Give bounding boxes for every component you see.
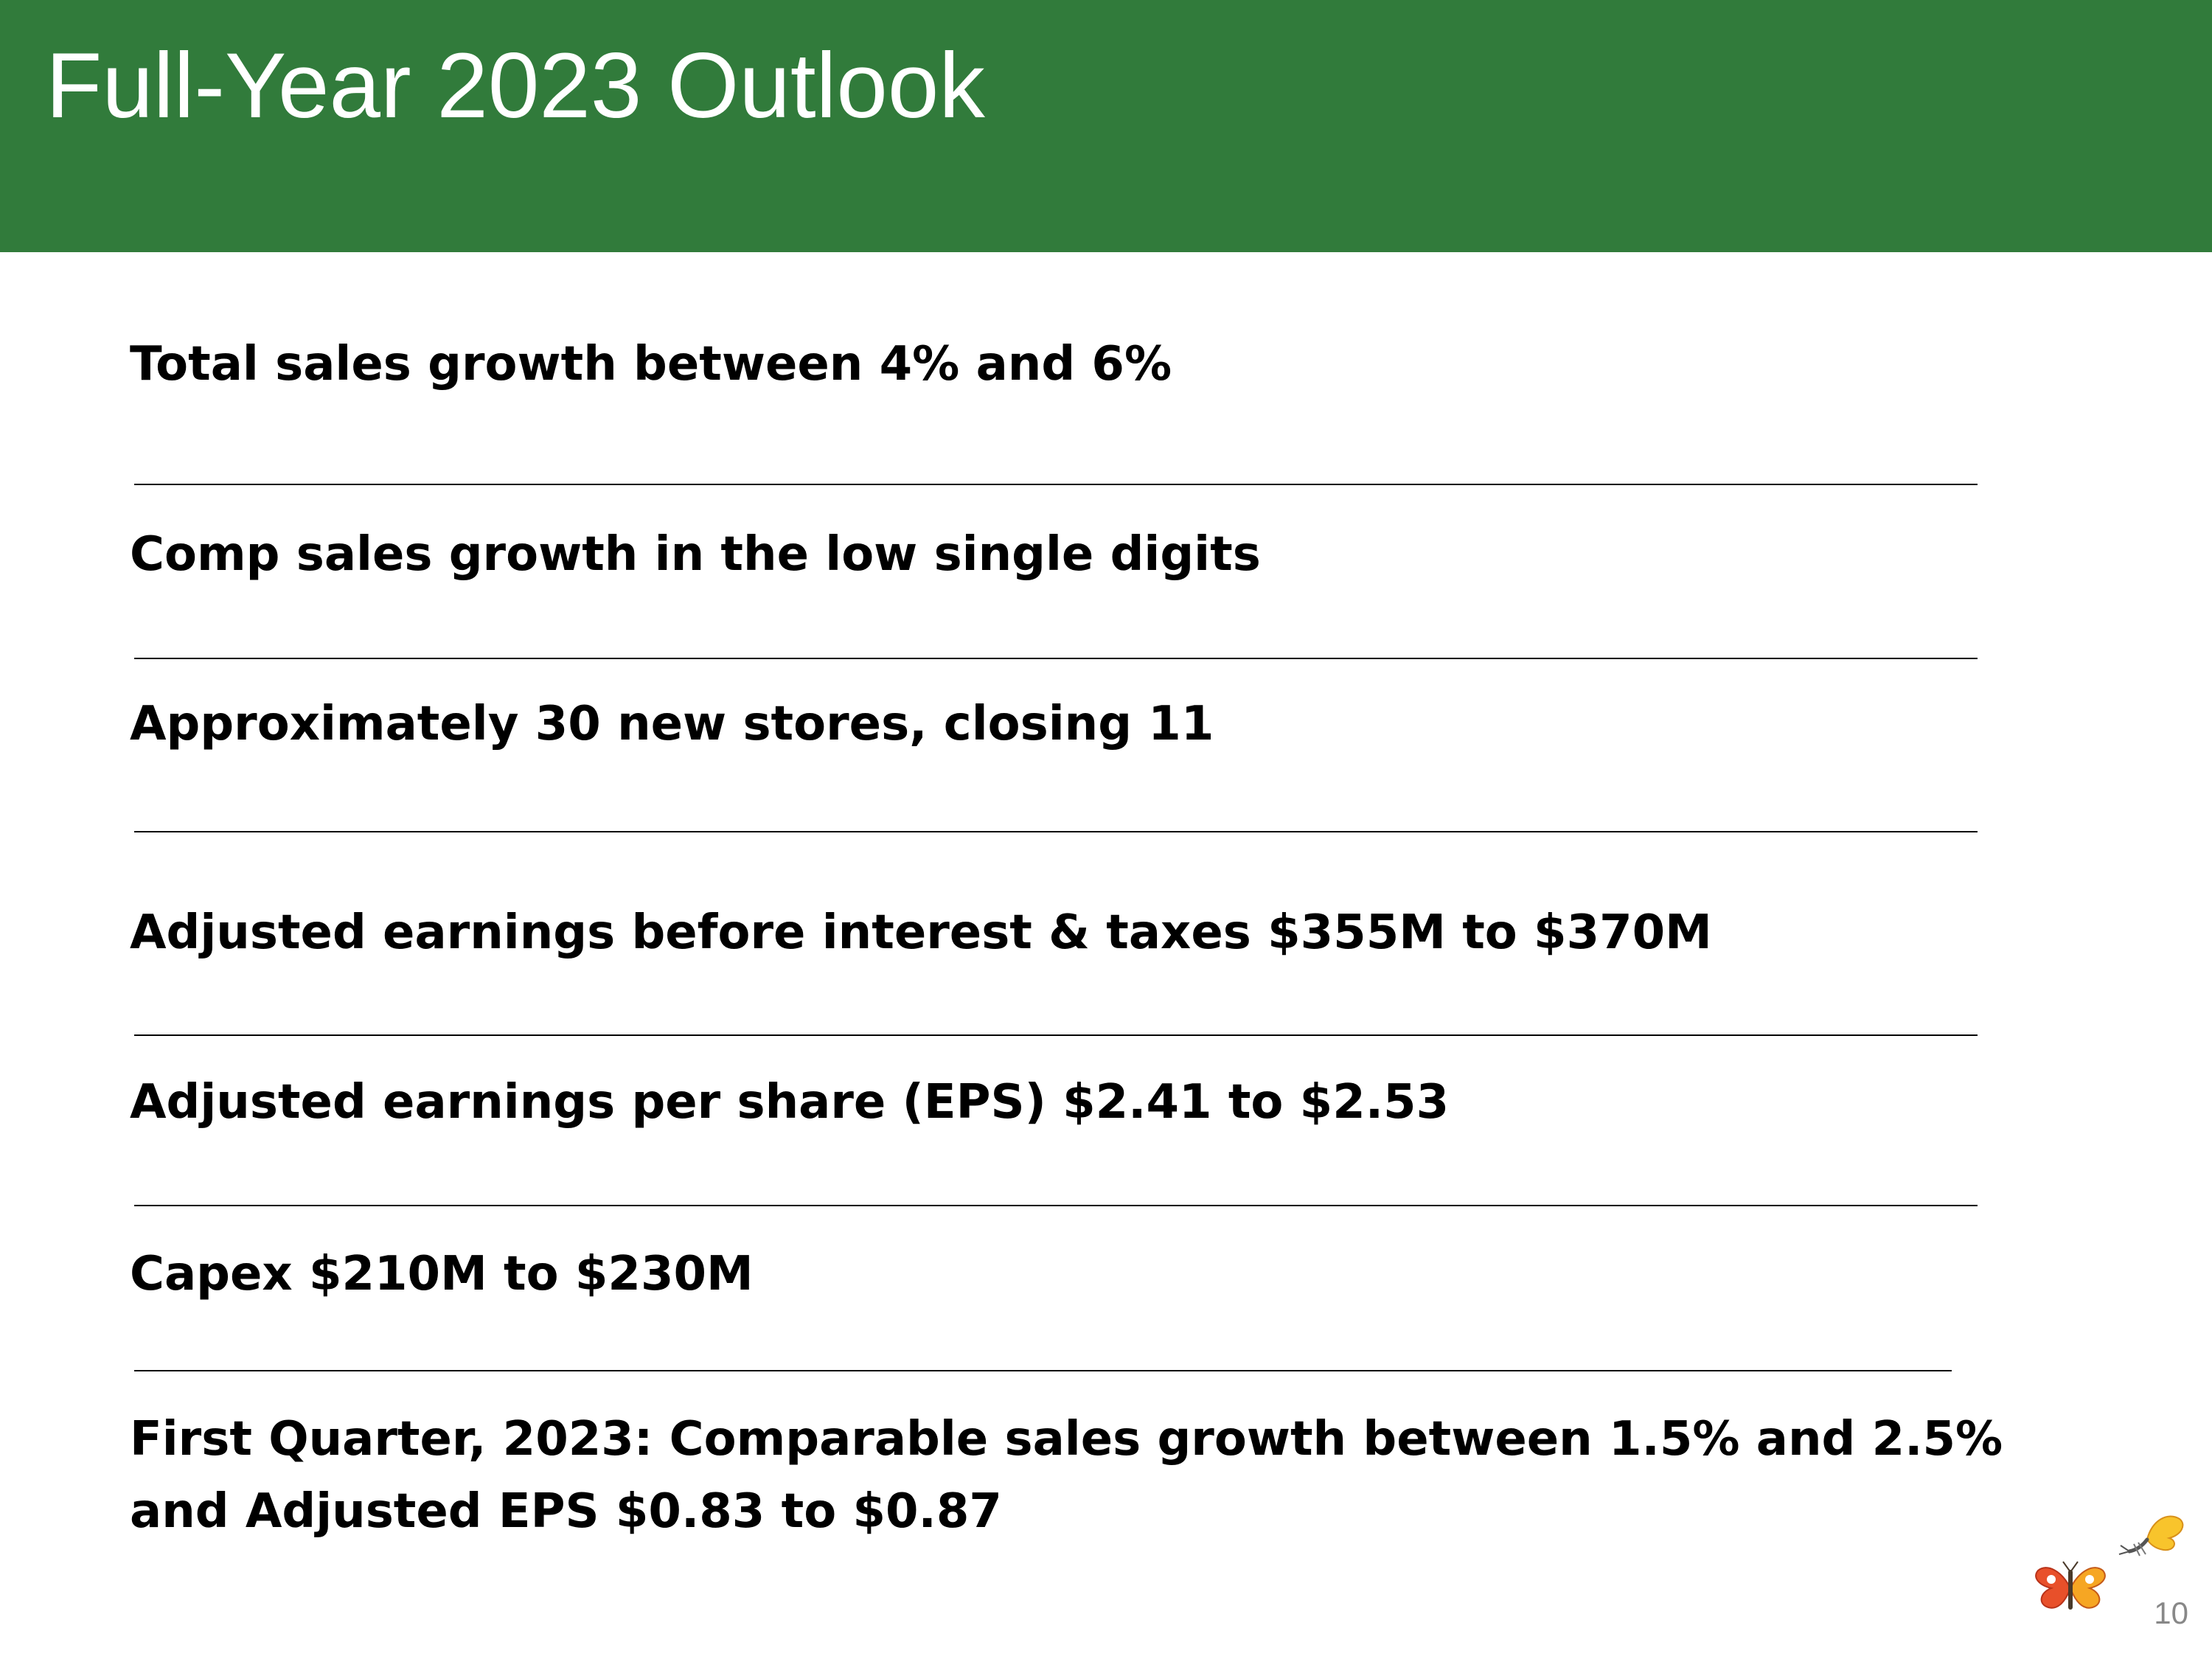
butterfly-yellow-icon [2118,1515,2184,1557]
page-title: Full-Year 2023 Outlook [46,35,985,137]
outlook-item-total-sales: Total sales growth between 4% and 6% [130,337,1172,392]
outlook-item-stores: Approximately 30 new stores, closing 11 [130,697,1214,751]
outlook-item-capex: Capex $210M to $230M [130,1247,754,1301]
divider [134,1370,1952,1371]
outlook-item-first-quarter-line2: and Adjusted EPS $0.83 to $0.87 [130,1484,1002,1539]
divider [134,1034,1978,1036]
outlook-item-comp-sales: Comp sales growth in the low single digi… [130,527,1261,582]
divider [134,484,1978,485]
divider [134,658,1978,659]
butterfly-red-icon [2035,1561,2106,1610]
outlook-item-eps: Adjusted earnings per share (EPS) $2.41 … [130,1075,1450,1130]
page-number: 10 [2154,1596,2188,1630]
outlook-item-ebit: Adjusted earnings before interest & taxe… [130,905,1712,960]
title-bar: Full-Year 2023 Outlook [0,0,2212,252]
divider [134,1205,1978,1206]
outlook-item-first-quarter-line1: First Quarter, 2023: Comparable sales gr… [130,1412,2003,1467]
divider [134,831,1978,832]
